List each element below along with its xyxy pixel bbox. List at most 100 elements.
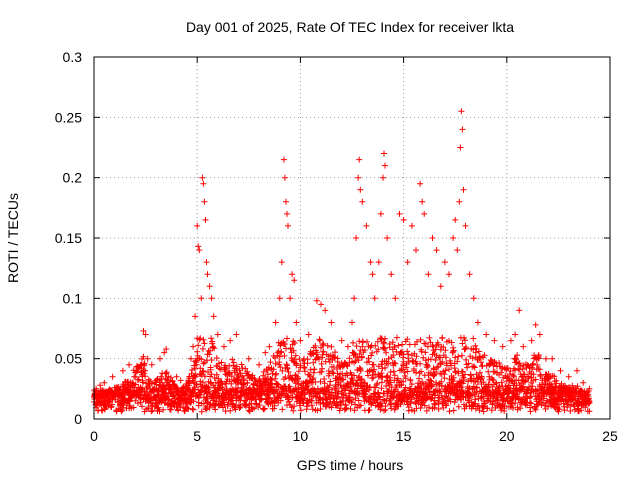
data-point [291,356,298,363]
data-point [387,369,394,375]
data-point [153,381,160,388]
data-point [208,371,215,378]
data-point [262,349,269,356]
data-point [202,216,209,223]
data-point [294,375,301,382]
data-point [378,379,385,386]
data-point [191,362,198,369]
data-point [109,373,116,380]
data-point [557,367,564,374]
data-point [404,348,411,355]
data-point [167,406,174,413]
data-point [311,366,318,373]
data-point [408,381,415,388]
data-point [391,372,398,379]
data-point [413,353,420,360]
data-point [189,367,195,373]
data-point [460,186,467,193]
data-point [260,368,267,375]
data-point [119,367,126,374]
data-point [233,363,240,370]
data-point [432,346,439,353]
data-point [192,313,199,320]
data-point [158,376,165,383]
y-tick-label: 0.1 [63,290,83,306]
data-point [351,350,358,357]
data-point [237,388,243,395]
data-point [236,405,243,411]
data-point [452,354,459,361]
data-point [490,362,497,369]
data-point [404,259,411,266]
data-point [260,406,267,413]
data-point [163,370,170,377]
data-point [435,341,442,348]
data-point [197,365,204,372]
data-point [194,222,201,229]
data-point [198,408,205,415]
data-point [369,349,376,356]
data-point [229,400,236,407]
data-point [225,370,232,377]
data-point [357,186,364,193]
data-point [585,395,592,402]
data-point [284,210,290,217]
data-point [166,406,173,413]
data-point [356,156,363,163]
data-point [199,368,206,375]
data-point [574,367,580,374]
data-point [269,377,275,383]
data-point [523,402,530,409]
data-point [322,307,329,314]
data-point [204,271,211,278]
data-point [395,342,402,349]
data-point [327,378,334,385]
y-tick-label: 0.3 [63,49,83,65]
data-point [413,247,419,254]
data-point [200,368,207,374]
data-point [340,398,347,404]
data-point [213,355,220,361]
data-point [536,331,543,338]
data-point [462,371,468,378]
data-point [447,398,454,405]
data-point [285,368,292,375]
data-point [556,406,563,413]
data-point [343,405,350,411]
data-point [565,373,572,380]
data-point [165,373,172,380]
data-point [295,381,302,388]
data-point [536,366,543,373]
data-point [464,364,471,371]
data-point [569,382,576,389]
data-point [273,370,280,377]
data-point [282,374,289,381]
data-point [371,295,378,302]
data-point [423,407,430,414]
data-point [369,371,376,378]
data-point [459,387,466,394]
data-point [424,363,431,369]
data-point [400,378,407,385]
data-point [431,372,437,379]
data-point [524,395,531,402]
data-point [484,405,491,412]
data-point [435,406,442,412]
data-point [219,386,226,393]
data-point [390,394,397,401]
data-point [288,404,295,411]
data-point [351,372,358,379]
data-point [157,355,163,362]
data-point [218,359,225,366]
data-point [528,400,535,407]
data-point [285,384,292,390]
data-point [330,396,337,402]
data-point [334,358,341,365]
data-point [463,344,469,351]
data-point [157,379,163,386]
data-point [308,402,315,409]
data-point [511,373,517,380]
data-point [377,210,384,217]
data-point [404,368,411,375]
data-point [519,366,526,373]
